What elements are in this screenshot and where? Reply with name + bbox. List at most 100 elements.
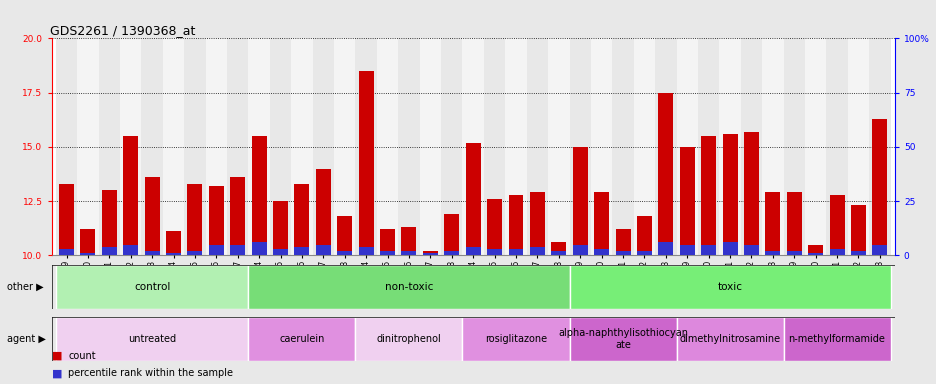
Bar — [401, 227, 416, 255]
Text: ■: ■ — [51, 368, 62, 378]
Text: non-toxic: non-toxic — [385, 282, 432, 292]
Bar — [719, 38, 740, 255]
Bar — [548, 38, 569, 255]
Bar — [252, 136, 267, 255]
Bar — [807, 245, 822, 255]
Text: count: count — [68, 351, 95, 361]
Bar — [272, 249, 287, 255]
Bar — [765, 192, 780, 255]
Bar — [743, 132, 758, 255]
Text: GDS2261 / 1390368_at: GDS2261 / 1390368_at — [50, 24, 195, 37]
Bar — [593, 192, 608, 255]
Bar — [807, 253, 822, 255]
Bar — [804, 38, 826, 255]
Bar — [850, 251, 865, 255]
Bar — [743, 245, 758, 255]
Bar — [270, 38, 291, 255]
Bar — [526, 38, 548, 255]
Bar — [850, 205, 865, 255]
Text: rosiglitazone: rosiglitazone — [485, 334, 547, 344]
Bar — [765, 251, 780, 255]
Bar — [184, 38, 205, 255]
Bar — [508, 195, 523, 255]
Bar — [530, 247, 545, 255]
Bar — [77, 38, 98, 255]
Bar — [291, 38, 313, 255]
Bar — [782, 38, 804, 255]
Bar — [59, 249, 74, 255]
Bar — [141, 38, 163, 255]
Bar — [124, 136, 139, 255]
Bar — [615, 229, 630, 255]
Bar — [658, 242, 673, 255]
Bar — [615, 251, 630, 255]
Bar — [569, 38, 591, 255]
Bar — [227, 38, 248, 255]
Bar — [166, 253, 181, 255]
Bar — [636, 251, 651, 255]
Text: control: control — [134, 282, 170, 292]
Bar — [636, 216, 651, 255]
Bar — [871, 119, 886, 255]
Text: dinitrophenol: dinitrophenol — [376, 334, 441, 344]
Bar — [144, 251, 159, 255]
Bar — [334, 38, 355, 255]
Bar — [144, 177, 159, 255]
Text: ■: ■ — [51, 351, 62, 361]
Text: toxic: toxic — [717, 282, 741, 292]
Bar — [358, 247, 373, 255]
Bar — [869, 38, 889, 255]
Bar — [230, 177, 245, 255]
Bar — [572, 147, 587, 255]
Bar — [380, 229, 395, 255]
Bar — [828, 195, 843, 255]
Bar — [56, 38, 77, 255]
Text: n-methylformamide: n-methylformamide — [788, 334, 885, 344]
Bar — [591, 38, 611, 255]
Bar — [572, 245, 587, 255]
Bar — [380, 251, 395, 255]
Bar — [252, 242, 267, 255]
Bar — [530, 192, 545, 255]
Bar — [294, 247, 309, 255]
Bar — [376, 38, 398, 255]
Bar — [358, 71, 373, 255]
Text: other ▶: other ▶ — [7, 282, 43, 292]
Text: alpha-naphthylisothiocyan
ate: alpha-naphthylisothiocyan ate — [558, 328, 687, 350]
Bar — [611, 38, 633, 255]
Bar — [209, 186, 224, 255]
Bar — [786, 251, 801, 255]
Bar — [80, 253, 95, 255]
Bar — [676, 317, 782, 361]
Bar — [697, 38, 719, 255]
Bar — [847, 38, 869, 255]
Bar — [294, 184, 309, 255]
Bar — [124, 245, 139, 255]
Bar — [315, 169, 330, 255]
Bar — [550, 251, 565, 255]
Bar — [679, 147, 694, 255]
Text: caerulein: caerulein — [279, 334, 324, 344]
Bar — [700, 136, 715, 255]
Bar — [166, 232, 181, 255]
Bar — [505, 38, 526, 255]
Bar — [102, 247, 117, 255]
Text: untreated: untreated — [128, 334, 176, 344]
Bar — [487, 199, 502, 255]
Bar — [569, 265, 889, 309]
Bar — [80, 229, 95, 255]
Bar — [633, 38, 654, 255]
Bar — [722, 242, 737, 255]
Bar — [569, 317, 676, 361]
Bar — [248, 317, 355, 361]
Bar — [782, 317, 889, 361]
Bar — [658, 93, 673, 255]
Bar — [398, 38, 419, 255]
Bar — [98, 38, 120, 255]
Bar — [593, 249, 608, 255]
Bar — [422, 251, 437, 255]
Bar — [550, 242, 565, 255]
Bar — [205, 38, 227, 255]
Bar — [56, 317, 248, 361]
Bar — [676, 38, 697, 255]
